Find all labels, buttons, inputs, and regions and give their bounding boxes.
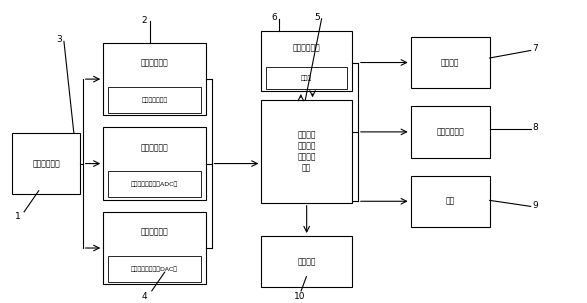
Text: 显示模块
分贝数值
频率数值
波形: 显示模块 分贝数值 频率数值 波形 — [298, 130, 316, 173]
Bar — [108, 171, 201, 197]
Text: 频率转换模块: 频率转换模块 — [140, 143, 168, 152]
Bar — [103, 43, 205, 115]
Text: 3: 3 — [56, 35, 62, 45]
Text: 8: 8 — [532, 123, 538, 132]
Bar — [411, 176, 490, 227]
Bar — [266, 67, 348, 89]
Text: 模拟数字转化器（ADC）: 模拟数字转化器（ADC） — [131, 181, 178, 187]
Text: 10: 10 — [294, 292, 305, 301]
Text: 分贝测量模块: 分贝测量模块 — [140, 59, 168, 68]
Text: 6: 6 — [271, 13, 277, 22]
Text: 声音接收模块: 声音接收模块 — [32, 159, 60, 168]
Text: 数字模拟转化器（DAC）: 数字模拟转化器（DAC） — [131, 266, 178, 271]
Text: 4: 4 — [141, 292, 147, 301]
Text: 5: 5 — [314, 13, 320, 22]
Text: 终端: 终端 — [446, 197, 455, 206]
Bar — [103, 127, 205, 200]
Bar — [261, 31, 352, 91]
Text: 数字信号处理器: 数字信号处理器 — [141, 97, 167, 103]
Text: 9: 9 — [532, 201, 538, 210]
Text: 数据库: 数据库 — [301, 75, 312, 81]
Bar — [261, 236, 352, 287]
Text: 数据处理模块: 数据处理模块 — [293, 43, 321, 52]
Text: 报警模块: 报警模块 — [298, 257, 316, 266]
Text: 屏幕帧取模块: 屏幕帧取模块 — [436, 127, 464, 136]
Bar — [411, 106, 490, 158]
Bar — [108, 87, 201, 113]
Bar — [411, 37, 490, 88]
Text: 2: 2 — [141, 16, 147, 25]
Text: 波形转换模块: 波形转换模块 — [140, 228, 168, 237]
Bar — [108, 256, 201, 282]
Text: 摄影模块: 摄影模块 — [441, 58, 460, 67]
Text: 7: 7 — [532, 45, 538, 53]
Bar — [12, 133, 80, 194]
Bar — [103, 212, 205, 284]
Bar — [261, 100, 352, 203]
Text: 1: 1 — [15, 212, 21, 221]
